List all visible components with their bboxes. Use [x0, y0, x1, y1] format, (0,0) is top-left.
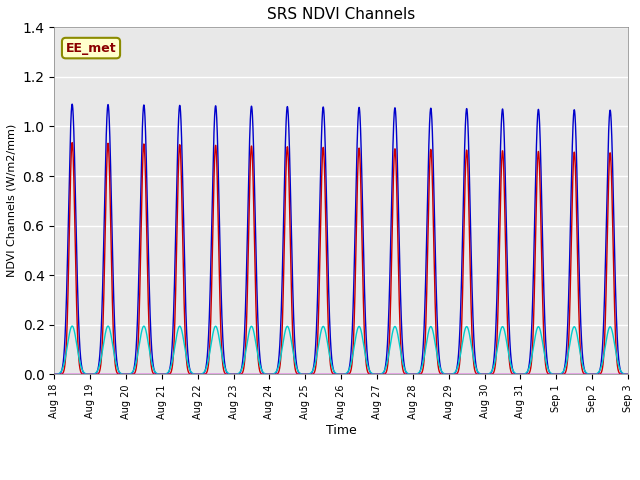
NDVI_810out	[506, 360, 514, 365]
NDVI_650in	[624, 372, 632, 377]
NDVI_650in	[415, 372, 422, 377]
Text: EE_met: EE_met	[66, 42, 116, 55]
Title: SRS NDVI Channels: SRS NDVI Channels	[267, 7, 415, 22]
Line: NDVI_810in: NDVI_810in	[54, 104, 628, 374]
Line: NDVI_650in: NDVI_650in	[54, 143, 628, 374]
NDVI_650out	[258, 372, 266, 377]
NDVI_810in	[415, 371, 422, 376]
NDVI_810out	[624, 372, 632, 377]
NDVI_650out	[390, 372, 397, 377]
X-axis label: Time: Time	[326, 424, 356, 437]
NDVI_650in	[390, 162, 397, 168]
NDVI_650out	[476, 372, 483, 377]
NDVI_650out	[415, 372, 422, 377]
Y-axis label: NDVI Channels (W/m2/mm): NDVI Channels (W/m2/mm)	[7, 124, 17, 277]
NDVI_650out	[506, 372, 514, 377]
NDVI_810in	[258, 368, 266, 374]
NDVI_650in	[79, 372, 87, 377]
NDVI_810in	[79, 369, 87, 375]
NDVI_810out	[51, 372, 58, 377]
NDVI_650in	[258, 371, 266, 377]
NDVI_810out	[415, 370, 422, 375]
NDVI_810in	[390, 117, 397, 123]
NDVI_650in	[506, 366, 514, 372]
NDVI_810out	[79, 369, 87, 374]
NDVI_810in	[624, 372, 632, 377]
NDVI_810out	[390, 325, 397, 331]
NDVI_650in	[51, 372, 58, 377]
NDVI_810out	[68, 323, 76, 329]
NDVI_650in	[68, 140, 76, 145]
NDVI_810in	[506, 347, 514, 352]
NDVI_810out	[476, 371, 484, 376]
NDVI_650out	[79, 372, 87, 377]
NDVI_810out	[258, 368, 266, 373]
NDVI_810in	[51, 372, 58, 377]
Line: NDVI_810out: NDVI_810out	[54, 326, 628, 374]
NDVI_810in	[476, 371, 484, 377]
NDVI_810in	[68, 101, 76, 107]
NDVI_650out	[624, 372, 632, 377]
NDVI_650in	[476, 372, 484, 377]
NDVI_650out	[51, 372, 58, 377]
